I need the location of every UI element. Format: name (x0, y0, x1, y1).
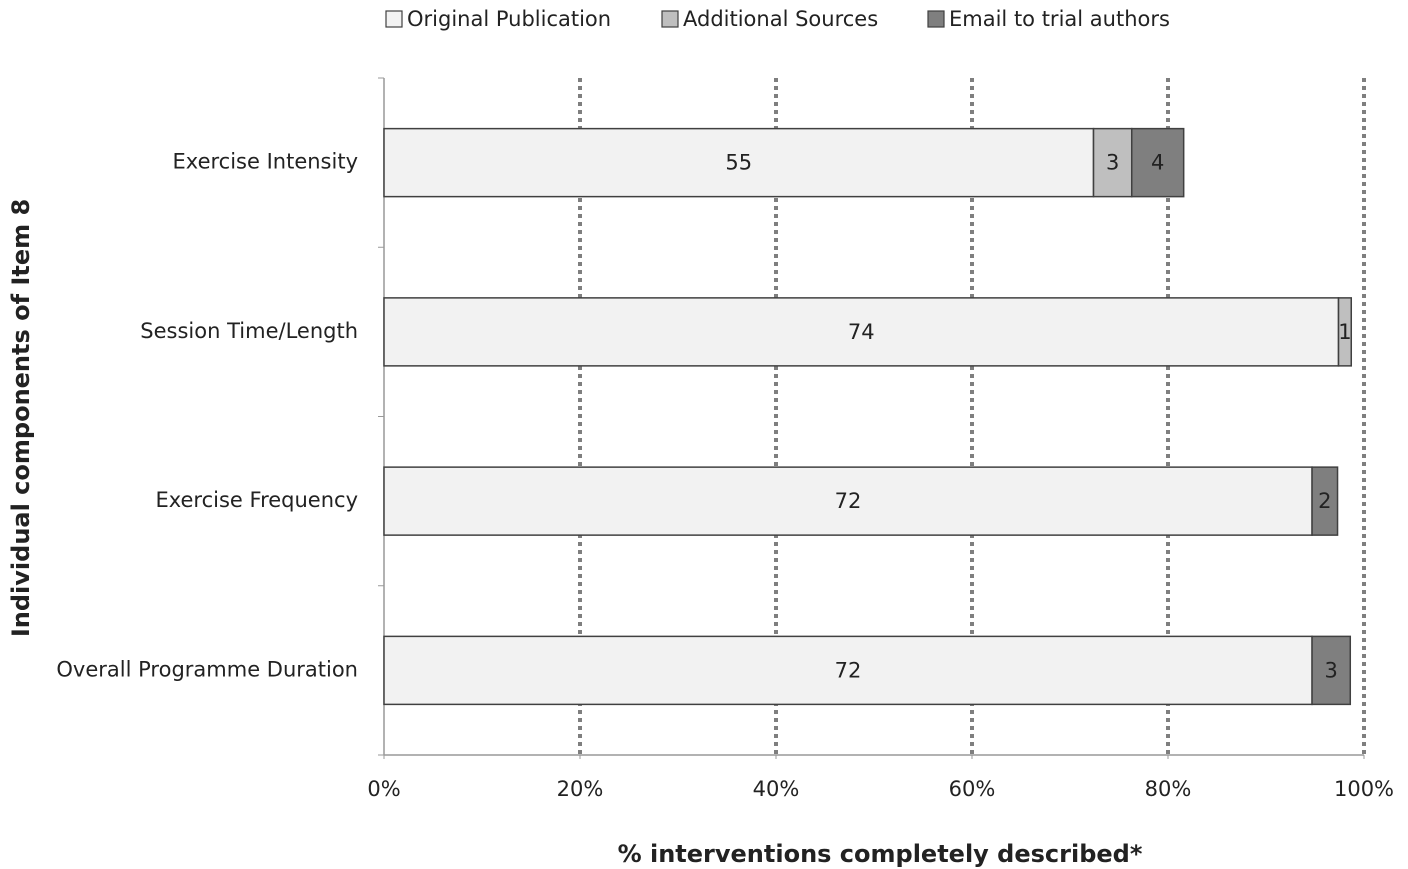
data-label: 2 (1318, 489, 1331, 513)
data-label: 74 (848, 320, 875, 344)
x-tick-label: 0% (367, 777, 400, 801)
bar-segment (383, 127, 1095, 198)
bar-segment (1311, 466, 1339, 536)
data-label: 72 (835, 658, 862, 682)
bar-segment (383, 466, 1313, 536)
legend-label: Additional Sources (683, 7, 878, 31)
x-tick-label: 40% (753, 777, 800, 801)
legend-swatch (385, 10, 403, 28)
bar-segment (1092, 127, 1133, 198)
y-tick-label: Exercise Intensity (173, 150, 358, 174)
data-label: 3 (1106, 151, 1119, 175)
bar-segment (1337, 297, 1353, 367)
x-tick-label: 80% (1145, 777, 1192, 801)
y-tick-label: Session Time/Length (140, 319, 358, 343)
bar-segment (1311, 635, 1352, 706)
data-label: 72 (835, 489, 862, 513)
data-label: 3 (1324, 658, 1337, 682)
data-label: 1 (1338, 320, 1351, 344)
y-tick-label: Exercise Frequency (155, 488, 358, 512)
x-tick-label: 20% (557, 777, 604, 801)
bar-segment (1130, 127, 1185, 198)
legend-label: Original Publication (407, 7, 611, 31)
y-axis-title: Individual components of Item 8 (7, 199, 35, 637)
y-tick-label: Overall Programme Duration (56, 657, 358, 681)
bar-segment (383, 635, 1313, 706)
legend-swatch (661, 10, 679, 28)
x-tick-label: 100% (1334, 777, 1394, 801)
data-label: 55 (725, 151, 752, 175)
legend-label: Email to trial authors (949, 7, 1170, 31)
data-label: 4 (1151, 151, 1164, 175)
bar-segment (383, 297, 1340, 367)
legend-swatch (927, 10, 945, 28)
x-axis-title: % interventions completely described* (618, 840, 1143, 868)
x-tick-label: 60% (949, 777, 996, 801)
